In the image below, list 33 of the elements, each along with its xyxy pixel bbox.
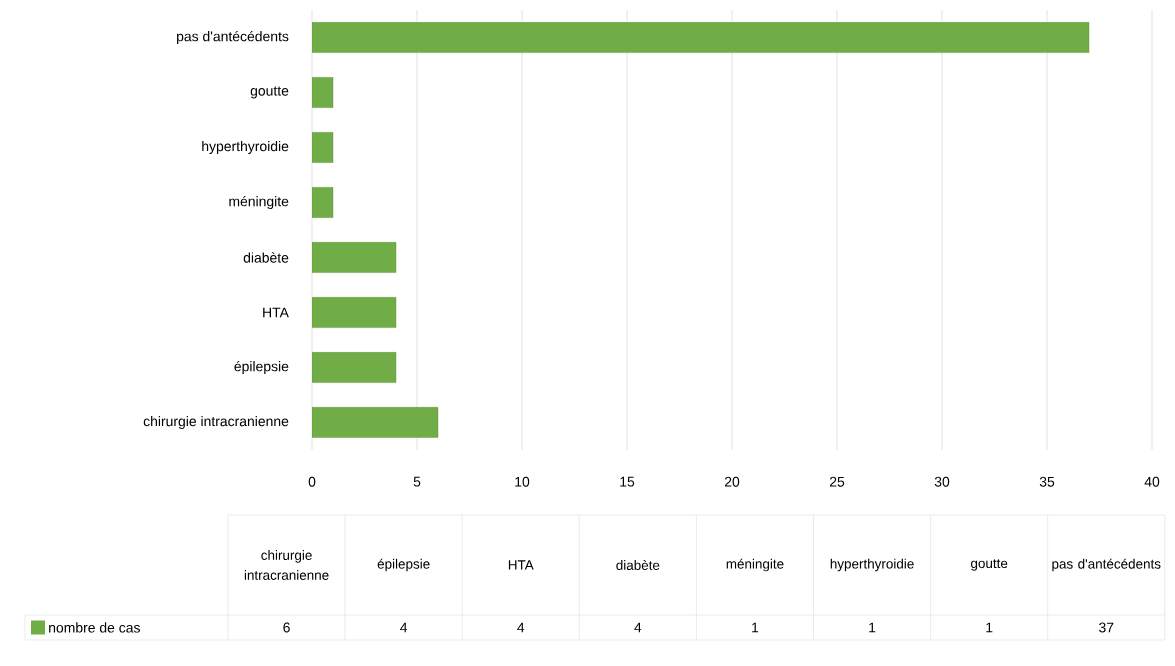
x-tick-label: 35: [1039, 476, 1055, 487]
category-label: méningite: [726, 558, 784, 572]
category-label: goutte: [971, 559, 1008, 571]
x-tick-label: 0: [308, 476, 316, 487]
category-label: pas d'antécédents: [1052, 558, 1161, 572]
category-label: épilepsie: [377, 558, 430, 572]
x-tick-label: 5: [413, 476, 421, 487]
legend-label: nombre de cas: [49, 622, 140, 633]
text: 4: [517, 622, 525, 633]
text: 6: [283, 622, 290, 633]
category-label: hyperthyroidie: [830, 558, 914, 572]
text: 1: [986, 622, 993, 633]
text: 4: [400, 622, 408, 633]
y-tick-label: hyperthyroidie: [202, 140, 289, 154]
x-tick-label: 15: [620, 476, 635, 487]
x-tick-label: 30: [934, 476, 950, 487]
x-tick-label: 20: [724, 476, 740, 487]
x-tick-label: 25: [829, 476, 845, 487]
y-tick-label: goutte: [250, 86, 289, 99]
y-tick-label: pas d'antécédents: [177, 30, 289, 45]
x-tick-label: 10: [515, 476, 530, 487]
y-tick-label: méningite: [229, 195, 289, 210]
category-label: HTA: [508, 560, 534, 570]
y-tick-label: épilepsie: [234, 360, 289, 375]
text: 1: [752, 622, 759, 633]
text: 1: [869, 622, 876, 633]
text: 37: [1099, 622, 1114, 633]
y-tick-label: diabète: [243, 252, 289, 263]
text: 4: [634, 622, 642, 633]
category-label: diabète: [616, 559, 660, 570]
y-tick-label: HTA: [263, 307, 289, 318]
y-tick-label: chirurgie intracranienne: [143, 415, 289, 429]
x-tick-label: 40: [1144, 476, 1160, 487]
